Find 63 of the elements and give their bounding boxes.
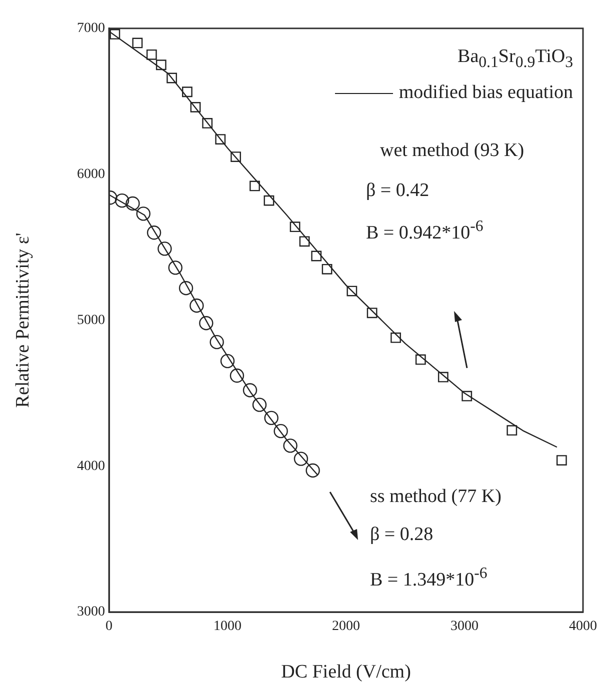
point <box>110 29 120 40</box>
y-tick-label: 7000 <box>77 21 105 36</box>
legend-label: modified bias equation <box>398 82 573 104</box>
point <box>290 222 300 232</box>
point <box>252 398 267 412</box>
point <box>306 463 320 478</box>
point <box>322 264 332 274</box>
point <box>156 60 166 70</box>
text: Ba$_{0.1}$Sr$_{0.9}$TiO$_{3}$ <box>458 46 573 73</box>
point <box>390 332 401 343</box>
point <box>506 425 518 436</box>
point <box>242 383 258 398</box>
annotation: B = 1.349*10$^{-6}$ <box>370 564 488 592</box>
point <box>366 308 378 318</box>
y-tick-label: 5000 <box>77 312 105 328</box>
point <box>114 193 130 208</box>
x-tick-label: 1000 <box>214 619 242 634</box>
x-tick-label: 0 <box>106 619 112 634</box>
point <box>283 438 298 453</box>
point <box>178 281 194 296</box>
x-tick-label: 4000 <box>569 619 597 634</box>
y-tick-label: 3000 <box>77 604 105 620</box>
x-tick-label: 2000 <box>332 619 360 634</box>
annotation: ss method (77 K) <box>370 486 502 508</box>
point <box>210 334 224 350</box>
point <box>311 250 322 262</box>
point <box>132 38 143 48</box>
point <box>166 72 177 84</box>
annotation: β = 0.42 <box>366 180 430 202</box>
point <box>250 180 260 192</box>
point <box>190 298 204 313</box>
annotation: β = 0.28 <box>370 524 434 546</box>
annotation: B = 0.942*10$^{-6}$ <box>366 217 484 244</box>
point <box>190 102 201 112</box>
point <box>264 195 274 206</box>
point <box>230 368 244 383</box>
y-tick-label: 4000 <box>77 458 105 474</box>
point <box>146 226 162 240</box>
point <box>438 372 448 382</box>
point <box>126 196 140 211</box>
point <box>462 390 472 402</box>
annotation: wet method (93 K) <box>380 140 524 162</box>
point <box>182 86 192 98</box>
point <box>415 354 426 365</box>
point <box>168 260 182 275</box>
point <box>220 354 235 368</box>
point <box>346 286 358 296</box>
point <box>264 410 278 426</box>
y-axis-title: Relative Permittivity ε' <box>12 232 34 408</box>
point <box>215 134 226 144</box>
point <box>274 424 288 438</box>
point <box>146 49 157 60</box>
x-tick-label: 3000 <box>450 619 478 634</box>
point <box>158 242 172 256</box>
point <box>136 206 150 221</box>
point <box>202 118 213 128</box>
y-tick-label: 6000 <box>77 166 105 182</box>
point <box>230 152 241 162</box>
point <box>199 316 214 330</box>
point <box>556 455 567 466</box>
x-axis-title: DC Field (V/cm) <box>281 662 411 683</box>
point <box>294 452 308 466</box>
point <box>299 236 310 247</box>
